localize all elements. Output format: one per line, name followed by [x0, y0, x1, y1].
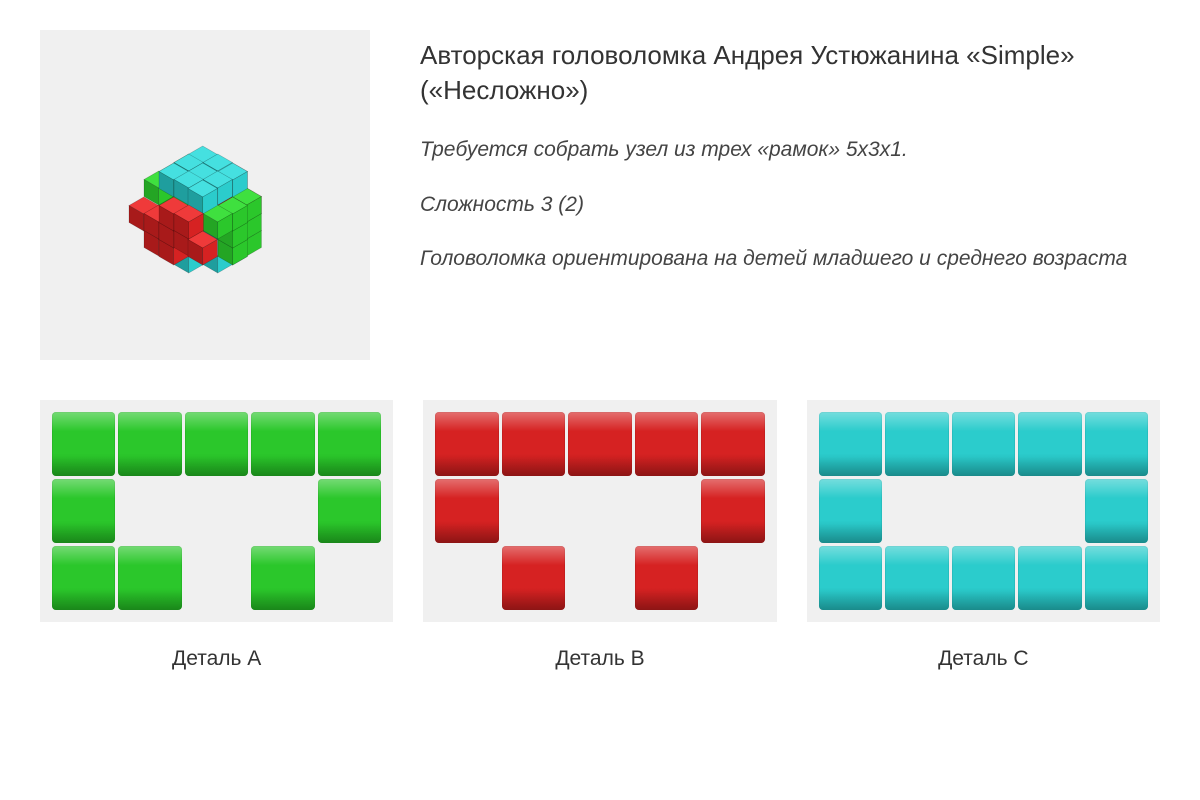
piece-panel-B	[423, 400, 776, 622]
piece-cell	[952, 479, 1015, 543]
top-section: Авторская головоломка Андрея Устюжанина …	[40, 30, 1160, 360]
piece-cell	[701, 412, 764, 476]
piece-cell	[185, 412, 248, 476]
piece-cell	[885, 546, 948, 610]
piece-cell	[1018, 412, 1081, 476]
piece-panel-A	[40, 400, 393, 622]
piece-cell	[952, 546, 1015, 610]
labels-row: Деталь А Деталь В Деталь С	[40, 647, 1160, 671]
piece-cell	[635, 479, 698, 543]
puzzle-desc-3: Головоломка ориентирована на детей младш…	[420, 245, 1160, 273]
piece-cell	[435, 546, 498, 610]
puzzle-desc-2: Сложность 3 (2)	[420, 191, 1160, 219]
puzzle-desc-1: Требуется собрать узел из трех «рамок» 5…	[420, 136, 1160, 164]
piece-cell	[1018, 546, 1081, 610]
puzzle-title: Авторская головоломка Андрея Устюжанина …	[420, 38, 1160, 108]
piece-cell	[1085, 546, 1148, 610]
assembled-3d-view	[40, 30, 370, 360]
piece-cell	[251, 479, 314, 543]
text-block: Авторская головоломка Андрея Устюжанина …	[420, 30, 1160, 360]
piece-cell	[701, 546, 764, 610]
piece-label-C: Деталь С	[807, 647, 1160, 671]
piece-cell	[885, 412, 948, 476]
piece-cell	[251, 412, 314, 476]
piece-label-A: Деталь А	[40, 647, 393, 671]
piece-cell	[568, 412, 631, 476]
piece-cell	[435, 479, 498, 543]
piece-cell	[568, 479, 631, 543]
piece-cell	[118, 546, 181, 610]
piece-cell	[52, 479, 115, 543]
piece-cell	[318, 479, 381, 543]
piece-cell	[952, 412, 1015, 476]
piece-cell	[318, 412, 381, 476]
piece-cell	[118, 479, 181, 543]
piece-cell	[635, 412, 698, 476]
piece-cell	[701, 479, 764, 543]
isometric-scene	[75, 65, 335, 325]
piece-cell	[568, 546, 631, 610]
piece-cell	[118, 412, 181, 476]
piece-cell	[1085, 479, 1148, 543]
piece-cell	[251, 546, 314, 610]
piece-label-B: Деталь В	[423, 647, 776, 671]
piece-cell	[819, 479, 882, 543]
piece-cell	[52, 546, 115, 610]
piece-cell	[885, 479, 948, 543]
piece-panel-C	[807, 400, 1160, 622]
piece-cell	[502, 412, 565, 476]
piece-cell	[502, 479, 565, 543]
piece-cell	[502, 546, 565, 610]
piece-grid-C	[819, 412, 1148, 610]
piece-cell	[1018, 479, 1081, 543]
piece-cell	[819, 412, 882, 476]
piece-cell	[435, 412, 498, 476]
piece-cell	[185, 479, 248, 543]
piece-cell	[635, 546, 698, 610]
piece-grid-B	[435, 412, 764, 610]
piece-cell	[1085, 412, 1148, 476]
pieces-row	[40, 400, 1160, 622]
piece-cell	[52, 412, 115, 476]
piece-cell	[185, 546, 248, 610]
piece-cell	[819, 546, 882, 610]
piece-cell	[318, 546, 381, 610]
piece-grid-A	[52, 412, 381, 610]
